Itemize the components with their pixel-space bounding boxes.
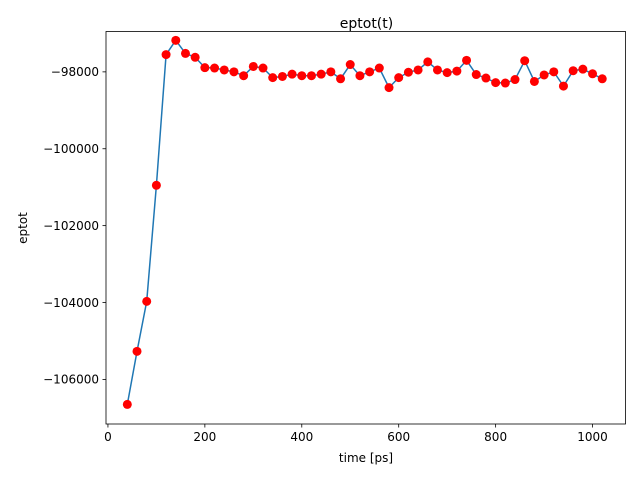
data-point bbox=[558, 81, 568, 91]
data-point bbox=[219, 65, 229, 75]
data-point bbox=[248, 61, 258, 71]
data-point bbox=[336, 74, 346, 84]
data-point bbox=[578, 64, 588, 74]
data-point bbox=[151, 180, 161, 190]
x-tick-label: 0 bbox=[104, 430, 112, 444]
data-point bbox=[413, 65, 423, 75]
y-tick-label: −100000 bbox=[43, 142, 99, 156]
data-point bbox=[180, 48, 190, 58]
data-point bbox=[452, 66, 462, 76]
data-point bbox=[442, 68, 452, 78]
x-tick-label: 400 bbox=[290, 430, 313, 444]
data-point bbox=[229, 67, 239, 77]
data-point bbox=[287, 69, 297, 79]
data-point bbox=[239, 71, 249, 81]
data-point bbox=[297, 71, 307, 81]
data-point bbox=[481, 73, 491, 83]
data-point bbox=[355, 71, 365, 81]
plot-frame bbox=[105, 31, 626, 425]
data-point bbox=[306, 71, 316, 81]
data-point bbox=[549, 67, 559, 77]
data-point bbox=[316, 69, 326, 79]
data-point bbox=[520, 56, 530, 66]
x-tick-label: 800 bbox=[484, 430, 507, 444]
data-point bbox=[277, 71, 287, 81]
data-point bbox=[423, 57, 433, 67]
chart-title: eptot(t) bbox=[340, 16, 393, 32]
data-point bbox=[326, 67, 336, 77]
data-point bbox=[161, 50, 171, 60]
data-point bbox=[403, 67, 413, 77]
y-tick-label: −104000 bbox=[43, 296, 99, 310]
data-point bbox=[132, 346, 142, 356]
data-point bbox=[510, 75, 520, 85]
data-point bbox=[190, 52, 200, 62]
y-axis-label: eptot bbox=[16, 212, 30, 244]
y-tick-label: −102000 bbox=[43, 219, 99, 233]
x-tick-label: 600 bbox=[387, 430, 410, 444]
data-point bbox=[374, 63, 384, 73]
series-line bbox=[126, 39, 603, 405]
y-tick-label: −106000 bbox=[43, 373, 99, 387]
x-tick-label: 1000 bbox=[577, 430, 608, 444]
data-point bbox=[171, 35, 181, 45]
data-point bbox=[500, 78, 510, 88]
data-point bbox=[462, 55, 472, 65]
y-tick-label: −98000 bbox=[51, 65, 99, 79]
data-point bbox=[597, 74, 607, 84]
data-point bbox=[394, 73, 404, 83]
data-point bbox=[588, 69, 598, 79]
data-point bbox=[384, 83, 394, 93]
data-point bbox=[529, 76, 539, 86]
data-point bbox=[471, 70, 481, 80]
data-point bbox=[122, 399, 132, 409]
data-point bbox=[432, 65, 442, 75]
data-point bbox=[539, 70, 549, 80]
x-axis-label: time [ps] bbox=[339, 451, 393, 465]
data-point bbox=[345, 60, 355, 70]
data-point bbox=[365, 67, 375, 77]
x-tick-label: 200 bbox=[193, 430, 216, 444]
data-point bbox=[491, 78, 501, 88]
data-point bbox=[210, 63, 220, 73]
data-point bbox=[568, 66, 578, 76]
data-point bbox=[200, 63, 210, 73]
data-point bbox=[268, 73, 278, 83]
data-point bbox=[258, 63, 268, 73]
data-point bbox=[142, 296, 152, 306]
